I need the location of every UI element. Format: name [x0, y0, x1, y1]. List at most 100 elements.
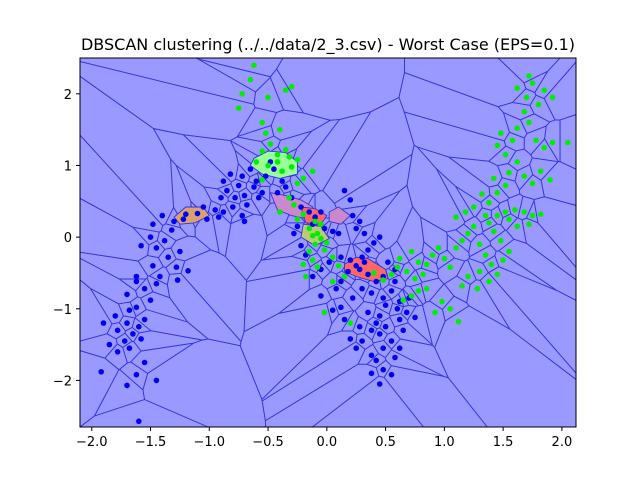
data-point [333, 285, 340, 292]
data-point [232, 194, 238, 201]
data-point [465, 230, 471, 237]
data-point [514, 223, 520, 230]
data-point [253, 159, 260, 165]
data-point [347, 257, 354, 263]
data-point [349, 295, 356, 301]
data-point [220, 178, 227, 184]
data-point [432, 309, 438, 316]
data-point [309, 257, 316, 263]
data-point [490, 228, 497, 235]
data-point [194, 210, 201, 217]
data-point [486, 220, 492, 226]
data-point [394, 264, 401, 271]
data-point [506, 216, 512, 222]
data-point [235, 105, 242, 111]
data-point [462, 209, 469, 215]
data-point [271, 166, 277, 172]
data-point [521, 108, 528, 115]
data-point [244, 202, 250, 208]
data-point [479, 191, 485, 197]
data-point [459, 237, 465, 244]
data-point [314, 264, 321, 271]
data-point [294, 180, 301, 187]
data-point [124, 291, 130, 298]
data-point [291, 202, 297, 208]
data-point [338, 278, 344, 285]
data-point [153, 377, 160, 384]
data-point [388, 288, 395, 294]
data-point [502, 209, 509, 215]
data-point [356, 218, 363, 225]
data-point [294, 156, 301, 163]
data-point [133, 278, 140, 285]
data-point [368, 327, 375, 334]
data-point [368, 370, 375, 377]
data-point [274, 151, 281, 158]
data-point [306, 225, 313, 232]
data-point [529, 80, 536, 86]
cluster-cell [328, 206, 352, 225]
data-point [365, 309, 371, 316]
data-point [341, 187, 348, 194]
data-point [329, 307, 336, 314]
data-point [302, 273, 309, 280]
data-point [509, 137, 516, 144]
data-point [126, 307, 133, 314]
data-point [394, 306, 401, 312]
data-point [423, 285, 430, 292]
data-point [476, 241, 483, 248]
data-point [300, 261, 307, 268]
data-point [136, 418, 142, 425]
data-point [529, 180, 536, 187]
data-point [537, 168, 544, 174]
data-point [361, 259, 368, 266]
x-tick-label: −1.5 [135, 435, 167, 450]
data-point [286, 154, 293, 160]
data-point [150, 221, 156, 227]
data-point [282, 184, 289, 190]
data-point [141, 359, 148, 366]
data-point [288, 164, 295, 170]
data-point [220, 209, 227, 215]
data-point [302, 252, 309, 258]
data-points [98, 62, 571, 425]
data-point [498, 237, 504, 244]
data-point [318, 293, 324, 299]
data-point [321, 309, 328, 316]
data-point [321, 247, 328, 253]
data-point [385, 259, 391, 266]
data-point [298, 204, 304, 210]
data-point [356, 323, 363, 330]
data-point [537, 211, 544, 217]
data-point [549, 94, 556, 101]
data-point [247, 166, 254, 172]
data-point [314, 230, 321, 237]
data-point [512, 207, 518, 213]
data-point [224, 187, 230, 194]
data-point [262, 173, 269, 179]
data-point [547, 177, 553, 183]
x-tick-label: 0.5 [375, 435, 396, 450]
data-point [168, 227, 175, 233]
data-point [353, 225, 360, 232]
data-point [382, 323, 389, 330]
data-point [253, 178, 260, 184]
data-point [347, 197, 354, 203]
plot-area [79, 57, 577, 428]
data-point [396, 345, 403, 352]
data-point [347, 336, 354, 342]
data-point [318, 221, 324, 227]
data-point [241, 192, 248, 199]
voronoi-cell [291, 119, 340, 170]
voronoi-cell [80, 134, 164, 233]
data-point [382, 302, 389, 309]
data-point [312, 241, 318, 248]
data-point [470, 204, 477, 210]
data-point [441, 255, 448, 262]
data-point [465, 273, 471, 280]
data-point [338, 254, 344, 260]
data-point [541, 144, 548, 151]
data-point [309, 232, 316, 239]
data-point [241, 218, 248, 225]
data-point [533, 137, 539, 144]
